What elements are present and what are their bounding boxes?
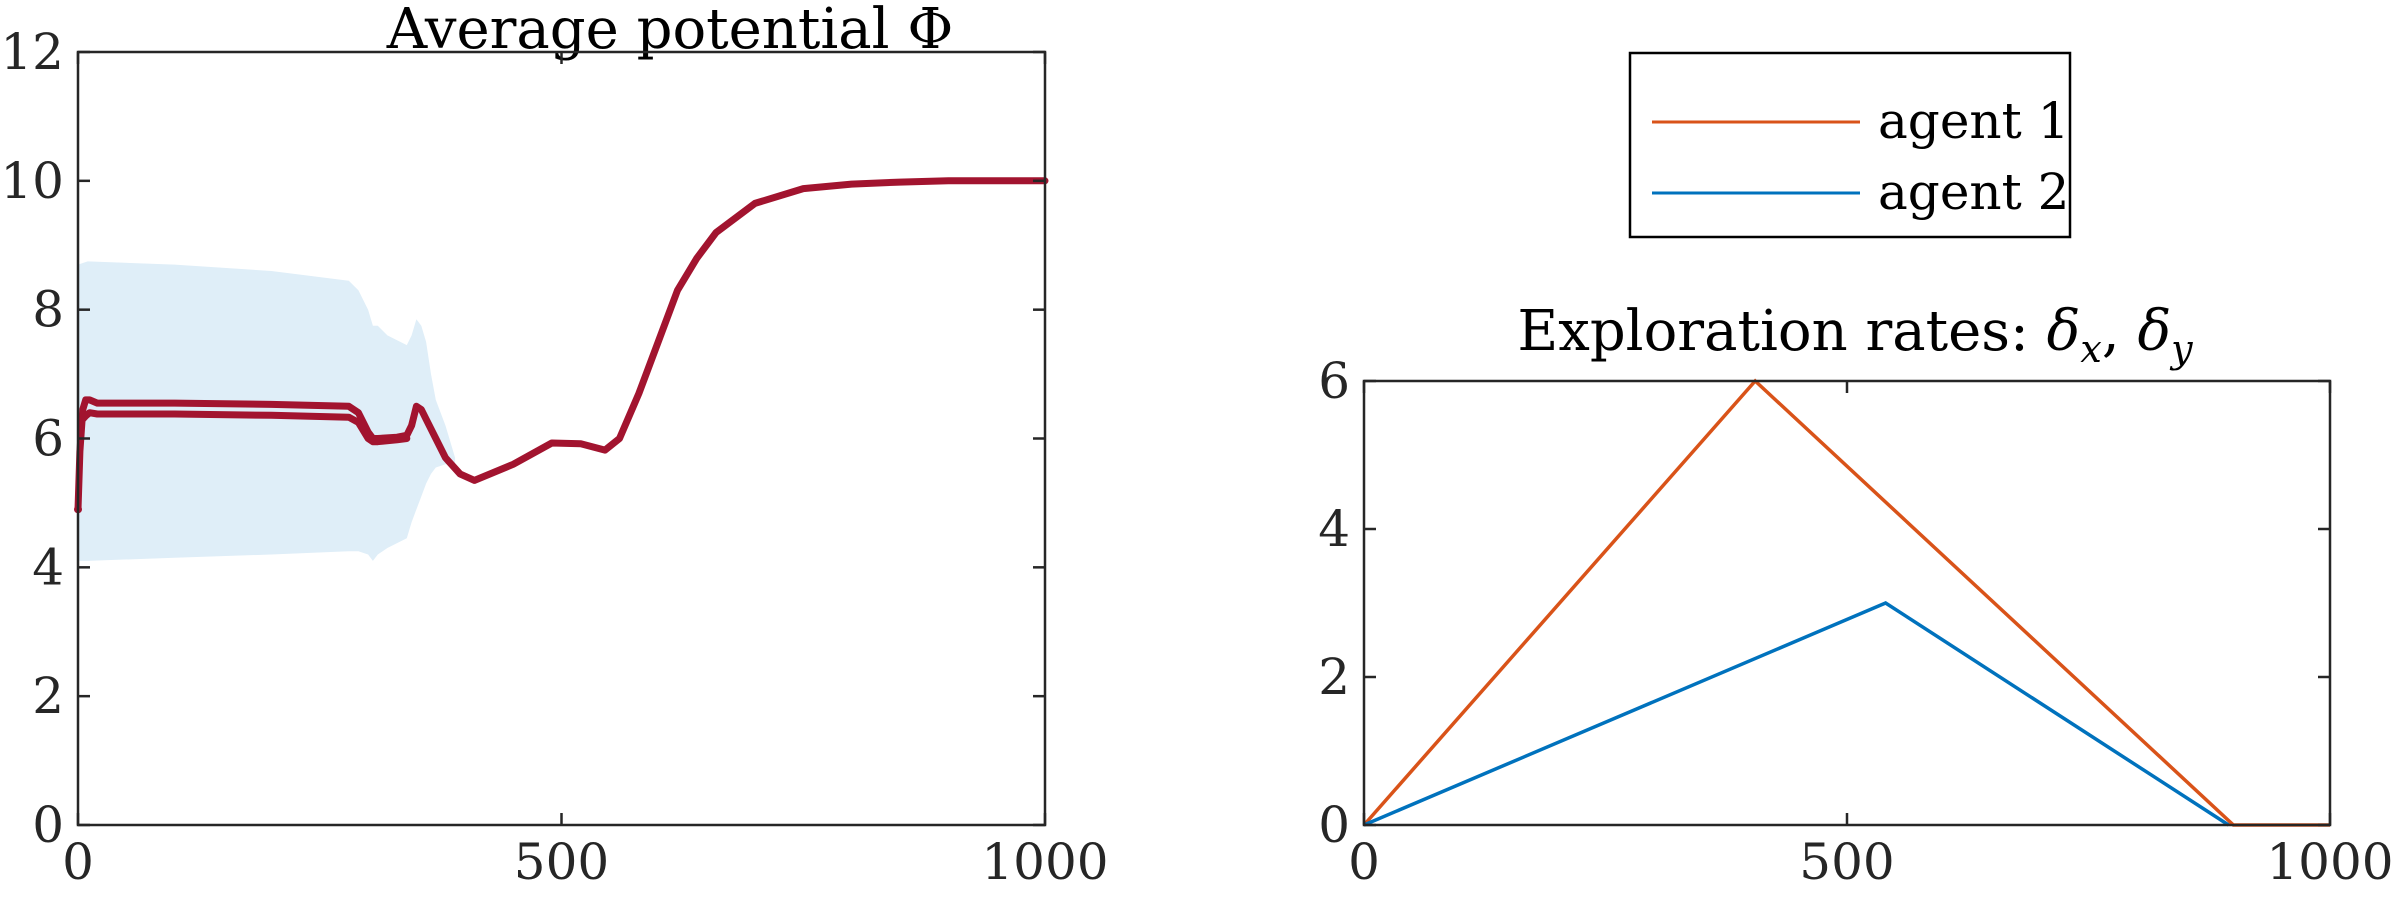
exploration-axes-box	[1362, 379, 2332, 827]
legend: agent 1 agent 2	[1628, 51, 2072, 239]
potential-ytick-label: 2	[32, 667, 64, 725]
potential-confidence-band	[78, 261, 456, 561]
legend-label-agent-2: agent 2	[1878, 163, 2069, 221]
potential-ytick-label: 8	[32, 281, 64, 339]
exploration-ytick-label: 0	[1318, 796, 1350, 854]
exploration-series-agent-2	[1363, 601, 2230, 827]
exploration-xtick-label: 1000	[2266, 833, 2392, 891]
potential-series-line-1	[74, 177, 1049, 513]
potential-series-line-2	[79, 409, 411, 446]
exploration-chart: Exploration rates: δx, δy 0 500 1000 0 2 4 6	[1318, 299, 2392, 891]
potential-ytick-label: 4	[32, 538, 64, 596]
exploration-series-agent-1	[1362, 378, 2330, 827]
exploration-ytick-label: 2	[1318, 648, 1350, 706]
potential-ticks: 0 500 1000 0 2 4 6 8 10 12	[0, 23, 1108, 891]
potential-xtick-label: 1000	[981, 833, 1108, 891]
potential-xtick-label: 500	[514, 833, 609, 891]
exploration-xtick-label: 0	[1348, 833, 1380, 891]
exploration-ytick-label: 4	[1318, 500, 1350, 558]
potential-ytick-label: 10	[0, 152, 64, 210]
exploration-ytick-label: 6	[1318, 352, 1350, 410]
exploration-xtick-label: 500	[1799, 833, 1894, 891]
legend-box	[1628, 51, 2072, 239]
exploration-chart-title: Exploration rates: δx, δy	[1517, 299, 2193, 371]
potential-ytick-label: 12	[0, 23, 64, 81]
potential-ytick-label: 0	[32, 796, 64, 854]
legend-label-agent-1: agent 1	[1878, 92, 2069, 150]
potential-xtick-label: 0	[62, 833, 94, 891]
exploration-series-group	[1362, 378, 2330, 827]
potential-ytick-label: 6	[32, 410, 64, 468]
exploration-ticks: 0 500 1000 0 2 4 6	[1318, 352, 2392, 891]
